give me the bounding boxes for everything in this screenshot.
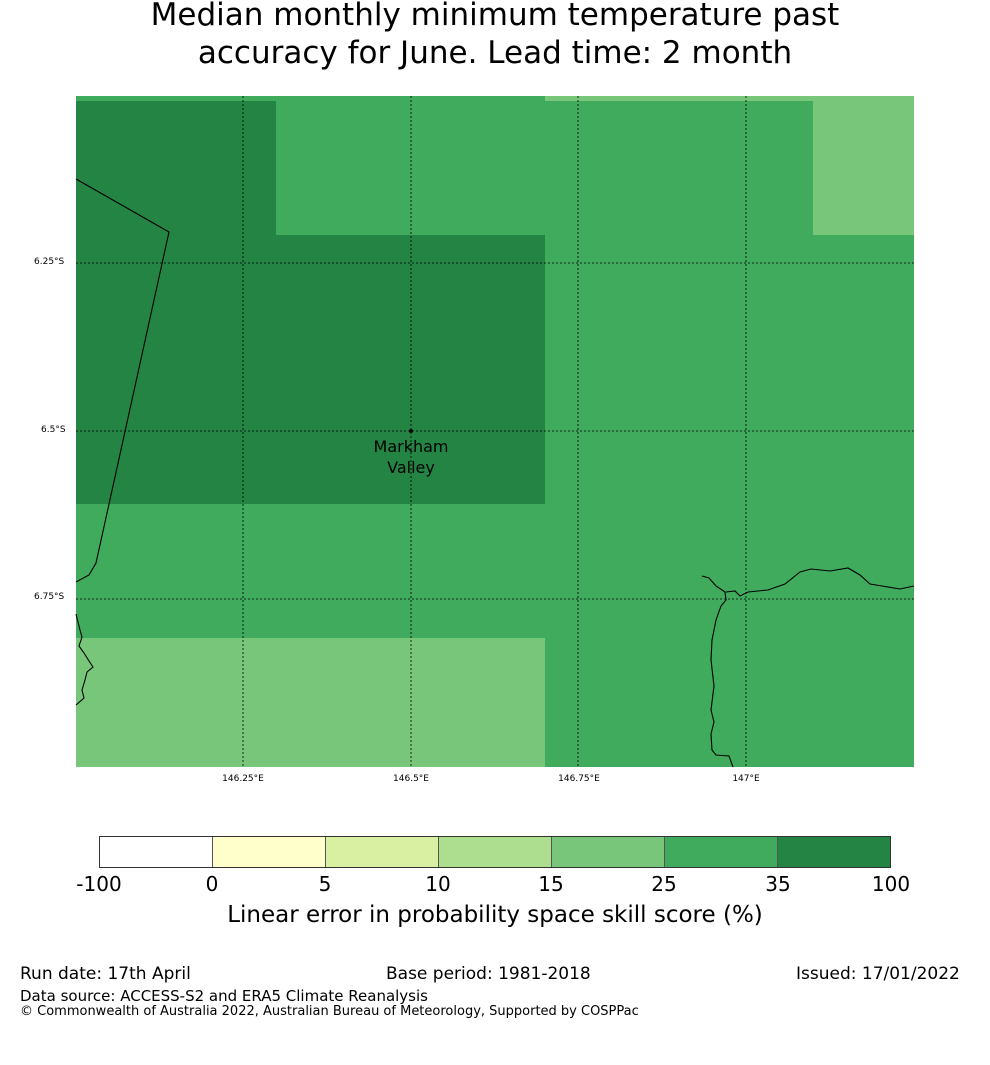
- colorbar-label: Linear error in probability space skill …: [227, 902, 763, 928]
- colorbar-segment: [100, 837, 213, 867]
- run-date: Run date: 17th April: [20, 964, 191, 984]
- coastline: [725, 567, 915, 597]
- colorbar-segment: [778, 837, 890, 867]
- colorbar-segment: [439, 837, 552, 867]
- map-cell: [76, 638, 545, 767]
- coastline: [75, 613, 94, 706]
- title-line-2: accuracy for June. Lead time: 2 month: [197, 35, 793, 71]
- colorbar-tick: 0: [205, 872, 219, 896]
- place-marker: [409, 429, 413, 433]
- lon-label: 146.5°E: [393, 774, 429, 784]
- border-line: [75, 178, 170, 583]
- colorbar-tick: 100: [871, 872, 911, 896]
- colorbar-segment: [326, 837, 439, 867]
- lon-label: 146.75°E: [558, 774, 600, 784]
- place-label: Markham Valley: [374, 436, 449, 478]
- colorbar-tick: 25: [651, 872, 677, 896]
- colorbar-segment: [213, 837, 326, 867]
- map-cell: [76, 101, 276, 235]
- map-cell: [813, 101, 914, 235]
- colorbar-tick: -100: [76, 872, 122, 896]
- lat-label: 6.5°S: [41, 425, 66, 435]
- lon-label: 146.25°E: [222, 774, 264, 784]
- colorbar-tick: 15: [538, 872, 564, 896]
- colorbar-segment: [665, 837, 778, 867]
- map-cell: [76, 235, 545, 504]
- colorbar-tick: 5: [318, 872, 332, 896]
- place-name-line-2: Valley: [387, 458, 435, 477]
- lat-label: 6.25°S: [34, 257, 65, 267]
- colorbar-tick: 35: [765, 872, 791, 896]
- colorbar-tick: 10: [425, 872, 451, 896]
- copyright: © Commonwealth of Australia 2022, Austra…: [20, 1004, 639, 1019]
- lon-label: 147°E: [732, 774, 760, 784]
- chart-title: Median monthly minimum temperature past …: [0, 0, 990, 72]
- coastline: [701, 575, 734, 768]
- place-name-line-1: Markham: [373, 437, 449, 456]
- lat-label: 6.75°S: [34, 592, 65, 602]
- data-source: Data source: ACCESS-S2 and ERA5 Climate …: [20, 987, 428, 1005]
- base-period: Base period: 1981-2018: [386, 964, 591, 984]
- title-line-1: Median monthly minimum temperature past: [150, 0, 840, 33]
- colorbar-segment: [552, 837, 665, 867]
- issued-date: Issued: 17/01/2022: [796, 964, 960, 984]
- skill-map: [75, 96, 915, 768]
- colorbar: [99, 836, 891, 868]
- map-cell: [545, 96, 914, 101]
